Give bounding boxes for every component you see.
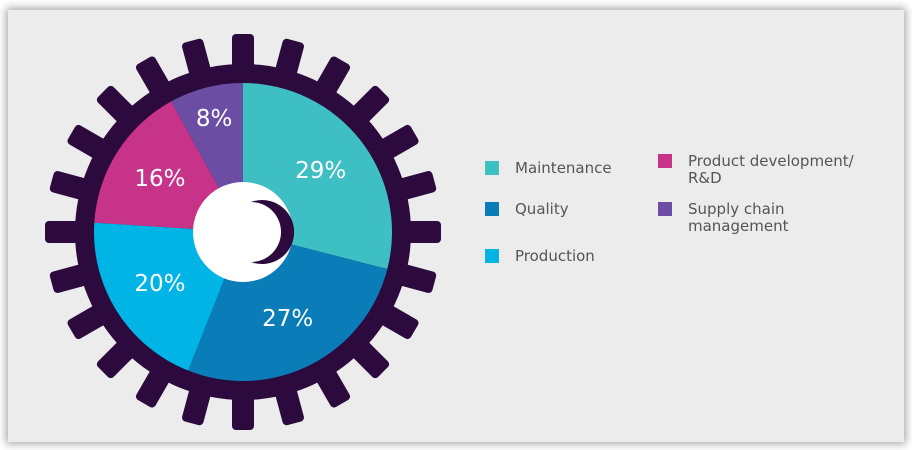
legend-item: Product development/ R&D bbox=[658, 153, 873, 187]
legend-swatch bbox=[485, 202, 499, 216]
gear-tooth bbox=[232, 34, 254, 74]
legend-swatch bbox=[485, 249, 499, 263]
slice-label: 16% bbox=[134, 166, 185, 192]
legend-label: Maintenance bbox=[515, 159, 612, 177]
legend-item: Maintenance bbox=[485, 160, 635, 177]
legend-label: Supply chain management bbox=[688, 200, 789, 235]
hub bbox=[193, 182, 293, 282]
legend-swatch bbox=[658, 154, 672, 168]
slice-label: 20% bbox=[134, 271, 185, 297]
slice-label: 27% bbox=[262, 306, 313, 332]
legend-label: Quality bbox=[515, 200, 569, 218]
legend-swatch bbox=[658, 202, 672, 216]
legend-label: Production bbox=[515, 247, 595, 265]
legend-item: Supply chain management bbox=[658, 201, 808, 235]
gear-tooth bbox=[45, 221, 85, 243]
legend-swatch bbox=[485, 161, 499, 175]
legend-item: Production bbox=[485, 248, 635, 265]
legend-item: Quality bbox=[485, 201, 635, 218]
slice-label: 29% bbox=[295, 158, 346, 184]
gear-tooth bbox=[401, 221, 441, 243]
hub-crescent bbox=[251, 200, 295, 264]
gear-tooth bbox=[232, 390, 254, 430]
slice-label: 8% bbox=[196, 106, 233, 132]
legend-label: Product development/ R&D bbox=[688, 152, 854, 187]
